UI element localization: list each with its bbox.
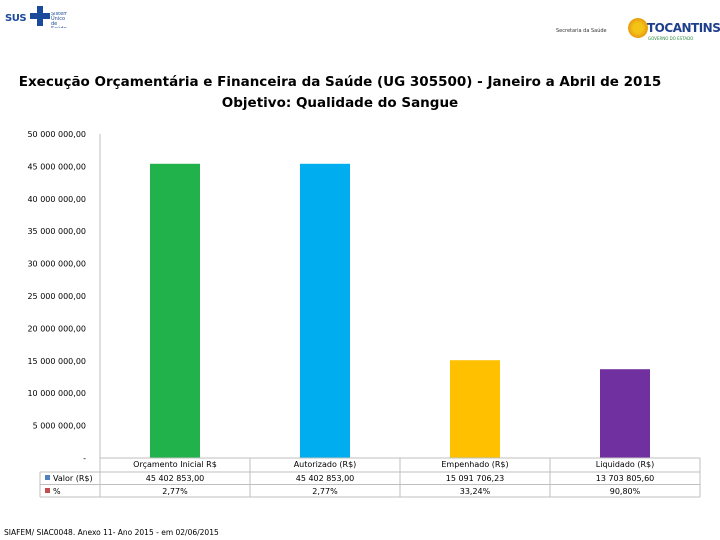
y-tick-label: -	[83, 454, 86, 463]
table-cell: 15 091 706,23	[446, 474, 505, 483]
plus-cross-icon	[30, 6, 50, 26]
row-label: Valor (R$)	[53, 474, 93, 483]
y-tick-label: 40 000 000,00	[27, 195, 86, 204]
bar	[600, 369, 650, 458]
table-cell: 33,24%	[460, 487, 491, 496]
table-cell: 45 402 853,00	[146, 474, 205, 483]
secretaria-label: Secretaria da Saúde	[556, 28, 607, 34]
title-line-1: Execução Orçamentária e Financeira da Sa…	[18, 74, 662, 90]
y-tick-label: 15 000 000,00	[27, 357, 86, 366]
category-label: Orçamento Inicial R$	[133, 460, 217, 469]
legend-key	[45, 475, 50, 480]
sun-icon	[628, 18, 648, 38]
title-line-2: Objetivo: Qualidade do Sangue	[221, 95, 459, 111]
y-tick-label: 35 000 000,00	[27, 227, 86, 236]
row-label: %	[53, 487, 61, 496]
y-tick-label: 25 000 000,00	[27, 292, 86, 301]
source-note: SIAFEM/ SIAC0048. Anexo 11- Ano 2015 - e…	[4, 528, 219, 537]
legend-key	[45, 488, 50, 493]
table-cell: 2,77%	[162, 487, 188, 496]
category-label: Autorizado (R$)	[294, 460, 357, 469]
chart-title: Execução Orçamentária e Financeira da Sa…	[0, 72, 680, 114]
y-tick-label: 30 000 000,00	[27, 260, 86, 269]
table-cell: 90,80%	[610, 487, 641, 496]
table-cell: 13 703 805,60	[596, 474, 655, 483]
category-label: Liquidado (R$)	[596, 460, 654, 469]
y-tick-label: 20 000 000,00	[27, 324, 86, 333]
header: SUS Sistema Único de Saúde Secretaria da…	[0, 0, 720, 45]
table-cell: 45 402 853,00	[296, 474, 355, 483]
category-label: Empenhado (R$)	[441, 460, 508, 469]
sus-logo-subtext: Sistema Único de Saúde	[51, 12, 67, 28]
sus-logo: SUS Sistema Único de Saúde	[2, 2, 67, 32]
table-cell: 2,77%	[312, 487, 338, 496]
bar	[300, 163, 350, 459]
tocantins-logo: Secretaria da Saúde TOCANTINS GOVERNO DO…	[556, 17, 720, 43]
bar	[150, 163, 200, 459]
state-subtitle: GOVERNO DO ESTADO	[648, 36, 694, 41]
y-tick-label: 45 000 000,00	[27, 162, 86, 171]
bar	[450, 360, 500, 458]
y-tick-label: 50 000 000,00	[27, 130, 86, 139]
sus-logo-text: SUS	[5, 13, 27, 24]
state-name: TOCANTINS	[647, 21, 720, 35]
y-tick-label: 5 000 000,00	[33, 422, 86, 431]
y-tick-label: 10 000 000,00	[27, 389, 86, 398]
